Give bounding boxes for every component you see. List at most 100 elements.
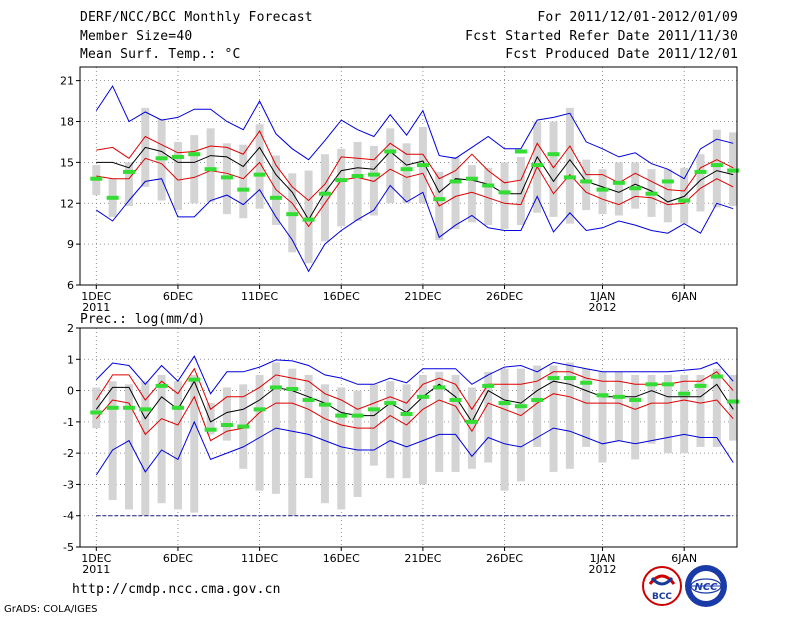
prec-xtick-year: 2011: [82, 563, 110, 576]
temp-obs-marker: [661, 179, 674, 184]
prec-obs-marker: [237, 424, 250, 429]
temp-range-bar: [467, 165, 476, 223]
temp-xtick-year: 2011: [82, 301, 110, 314]
temp-range-bar: [516, 156, 525, 226]
footer-url[interactable]: http://cmdp.ncc.cma.gov.cn: [72, 582, 281, 597]
temp-range-bar: [598, 169, 607, 215]
temp-ytick-label: 21: [60, 75, 74, 88]
prec-range-bar: [696, 374, 705, 447]
temp-obs-marker: [645, 191, 658, 196]
forecast-produced-date: Fcst Produced Date 2011/12/01: [505, 47, 738, 62]
temp-range-bar: [320, 154, 329, 242]
temp-frame: [79, 66, 738, 286]
temp-ytick-label: 6: [67, 279, 74, 292]
prec-ytick-label: -5: [63, 541, 74, 554]
temp-obs-marker: [694, 169, 707, 174]
logos: BCC NCC: [642, 565, 727, 607]
temp-ytick-label: 12: [60, 197, 74, 210]
temp-range-bar: [353, 141, 362, 221]
prec-obs-marker: [531, 397, 544, 402]
prec-range-bar: [157, 374, 166, 504]
prec-obs-marker: [400, 412, 413, 417]
prec-obs-marker: [188, 377, 201, 382]
temp-range-bar: [582, 159, 591, 211]
prec-range-bar: [124, 384, 133, 510]
prec-obs-marker: [106, 405, 119, 410]
prec-range-bar: [353, 390, 362, 497]
temp-obs-marker: [400, 167, 413, 172]
member-size: Member Size=40: [80, 29, 193, 44]
prec-obs-marker: [465, 419, 478, 424]
prec-range-bar: [614, 371, 623, 441]
prec-range-bar: [92, 387, 101, 429]
prec-obs-marker: [384, 401, 397, 406]
temp-obs-marker: [384, 149, 397, 154]
temp-lower-line: [96, 157, 734, 228]
prec-obs-marker: [694, 383, 707, 388]
temp-xtick-label: 21DEC: [404, 290, 441, 303]
temp-obs-marker: [596, 187, 609, 192]
prec-obs-marker: [580, 380, 593, 385]
temp-obs-marker: [351, 174, 364, 178]
prec-panel-label-group: Prec.: log(mm/d): [80, 312, 205, 327]
temp-range-bar: [402, 143, 411, 204]
temp-range-bar: [484, 167, 493, 226]
temp-range-bar: [614, 162, 623, 216]
prec-ytick-label: -1: [63, 416, 74, 429]
prec-obs-marker: [416, 394, 429, 399]
temp-obs-marker: [106, 195, 119, 200]
temp-ytick-label: 18: [60, 116, 74, 129]
forecast-period: For 2011/12/01-2012/01/09: [537, 10, 738, 25]
temp-obs-marker: [335, 178, 348, 183]
prec-obs-marker: [596, 393, 609, 398]
prec-ytick-label: -4: [63, 510, 74, 523]
temp-range-bar: [712, 129, 721, 208]
prec-panel-label: Prec.: log(mm/d): [80, 312, 205, 327]
temp-mean-line: [96, 146, 734, 221]
prec-range-bar: [582, 368, 591, 447]
temp-xtick-label: 1JAN: [590, 290, 616, 303]
prec-ytick-label: 2: [67, 322, 74, 335]
temp-range-bar: [386, 128, 395, 204]
prec-obs-marker: [449, 397, 462, 402]
temp-obs-marker: [286, 212, 299, 217]
temp-range-bar: [239, 144, 248, 219]
temp-upper-line: [96, 130, 734, 202]
prec-obs-marker: [269, 385, 282, 390]
prec-obs-marker: [514, 404, 527, 409]
temp-range-bar: [304, 170, 313, 264]
temp-obs-marker: [710, 163, 723, 168]
temp-range-bar: [271, 155, 280, 226]
temp-range-bar: [206, 128, 215, 202]
prec-xtick-label: 26DEC: [486, 552, 523, 565]
prec-range-bar: [533, 365, 542, 447]
prec-range-bar: [712, 368, 721, 447]
prec-obs-marker: [286, 387, 299, 392]
prec-frame: [79, 327, 738, 548]
temp-range-bar: [451, 156, 460, 230]
prec-range-bar: [386, 381, 395, 479]
prec-obs-marker: [351, 413, 364, 418]
temp-range-bar: [696, 154, 705, 212]
forecast-start-date: Fcst Started Refer Date 2011/11/30: [465, 29, 738, 44]
prec-obs-marker: [122, 405, 135, 410]
prec-obs-marker: [335, 413, 348, 418]
prec-range-bar: [141, 381, 150, 516]
temp-obs-marker: [188, 152, 201, 157]
temp-panel-label: Mean Surf. Temp.: °C: [80, 47, 241, 62]
temp-obs-marker: [580, 179, 593, 184]
temp-obs-marker: [727, 168, 740, 173]
ncc-logo-text: NCC: [694, 582, 718, 593]
temp-obs-marker: [237, 187, 250, 192]
prec-range-bar: [516, 368, 525, 482]
grads-credit: GrADS: COLA/IGES: [4, 604, 98, 615]
prec-range-bar: [418, 374, 427, 485]
temp-obs-marker: [204, 167, 217, 172]
temp-xtick-label: 11DEC: [241, 290, 278, 303]
prec-xtick-label: 1JAN: [590, 552, 616, 565]
prec-range-bar: [255, 374, 264, 491]
temp-obs-marker: [253, 172, 266, 177]
prec-range-bar: [320, 384, 329, 504]
